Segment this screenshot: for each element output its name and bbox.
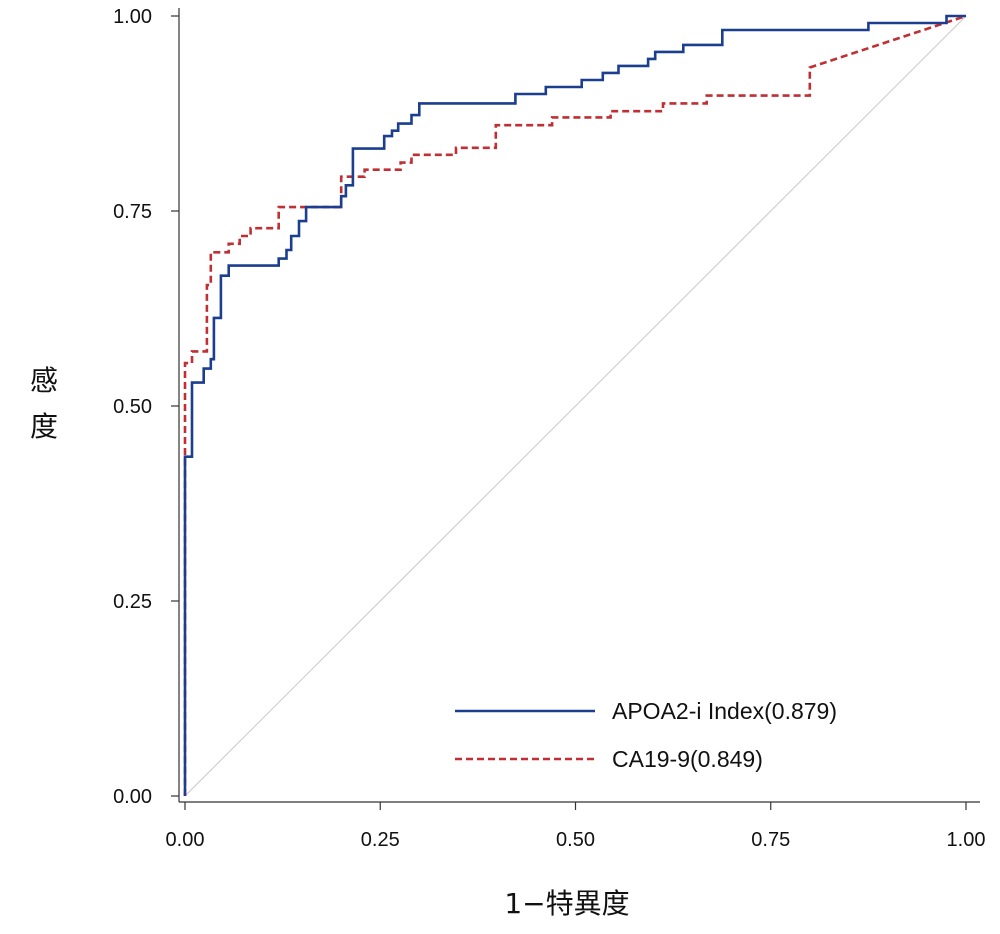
y-axis-title-char-2: 度 [30, 410, 58, 443]
y-axis-title-char-1: 感 [30, 364, 58, 397]
x-tick-label: 0.25 [361, 829, 400, 851]
x-tick-label: 0.00 [166, 829, 205, 851]
x-tick-label: 0.50 [556, 829, 595, 851]
x-axis-title: 1−特異度 [504, 887, 629, 920]
series-line-0 [183, 14, 966, 796]
y-tick-label: 1.00 [113, 6, 152, 28]
series-line-1 [183, 14, 967, 796]
legend: APOA2-i Index(0.879) CA19-9(0.849) [455, 698, 837, 772]
x-ticks: 0.00 0.25 0.50 0.75 1.00 [166, 802, 986, 851]
series-layer [183, 14, 967, 796]
legend-label-1: CA19-9(0.849) [612, 746, 763, 772]
axis-titles: 1−特異度 感 度 [30, 364, 630, 920]
legend-label-0: APOA2-i Index(0.879) [612, 698, 837, 724]
y-tick-label: 0.75 [113, 201, 152, 223]
x-tick-label: 1.00 [947, 829, 986, 851]
y-tick-label: 0.50 [113, 396, 152, 418]
x-tick-label: 0.75 [751, 829, 790, 851]
y-tick-label: 0.00 [113, 786, 152, 808]
y-tick-label: 0.25 [113, 591, 152, 613]
reference-diagonal-line [184, 15, 967, 797]
reference-layer [184, 15, 967, 797]
y-ticks: 0.00 0.25 0.50 0.75 1.00 [113, 6, 179, 808]
axes-layer [178, 8, 980, 803]
